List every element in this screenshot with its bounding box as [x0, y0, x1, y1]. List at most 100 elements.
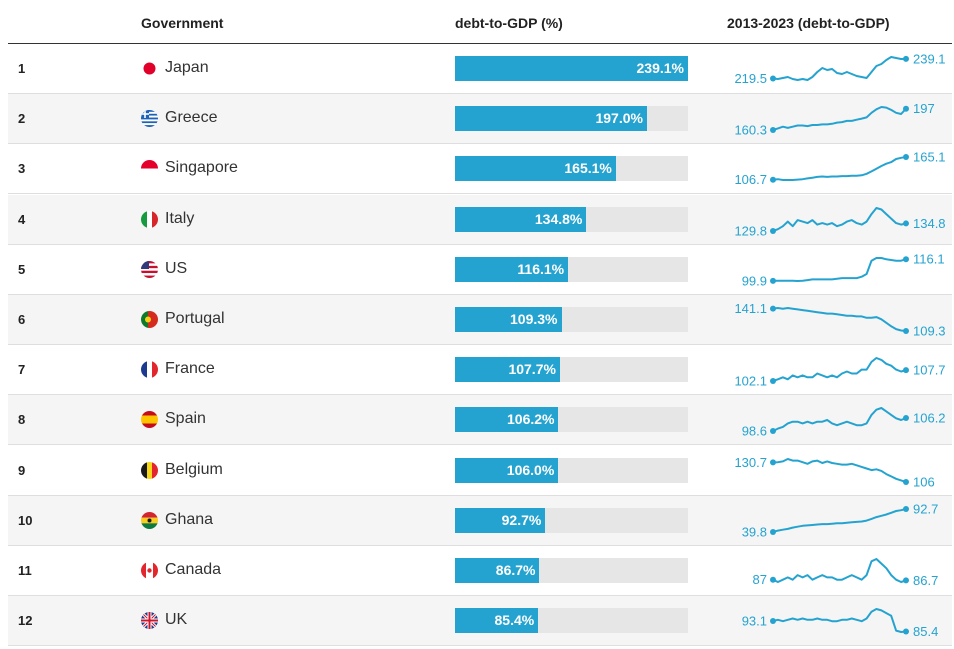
trend-start-dot [770, 127, 776, 134]
trend-end-label: 116.1 [913, 252, 945, 267]
trend-line [772, 507, 907, 533]
value-label: 106.0% [506, 461, 555, 478]
trend-sparkline: 93.1 85.4 [742, 608, 938, 639]
row-rank: 12 [18, 613, 33, 629]
country-name: US [165, 259, 188, 277]
country-name: Belgium [165, 460, 223, 478]
trend-end-label: 106 [913, 474, 935, 489]
table-header: Government debt-to-GDP (%) 2013-2023 (de… [8, 0, 952, 44]
trend-start-label: 129.8 [734, 223, 767, 238]
trend-start-dot [770, 277, 776, 284]
value-label: 239.1% [636, 60, 684, 76]
japan-flag-icon [143, 62, 156, 75]
trend-start-label: 98.6 [742, 424, 767, 439]
canada-flag-icon [141, 562, 158, 579]
trend-line [772, 608, 907, 634]
bar-track: 116.1% [455, 256, 688, 282]
value-label: 109.3% [510, 311, 558, 327]
ghana-flag-icon [141, 511, 158, 529]
trend-start-label: 141.1 [734, 301, 767, 316]
table-row: 1 Japan 239.1% 219.5 239.1 [8, 44, 952, 94]
country-name: Spain [165, 410, 206, 428]
trend-sparkline: 219.5 239.1 [734, 51, 946, 86]
table-row: 12 UK 85.4% 93.1 85.4 [8, 596, 952, 647]
trend-line [772, 407, 907, 433]
value-label: 106.2% [507, 411, 555, 428]
header-debt-to-gdp[interactable]: debt-to-GDP (%) [455, 15, 563, 31]
trend-line [772, 206, 907, 232]
italy-flag-icon [141, 210, 158, 228]
trend-end-dot [903, 154, 909, 161]
table-row: 5 US 116.1% 99.9 116.1 [8, 245, 952, 295]
trend-start-label: 93.1 [742, 614, 767, 629]
trend-start-dot [770, 177, 776, 184]
trend-end-dot [903, 220, 909, 227]
trend-start-dot [770, 459, 776, 466]
trend-sparkline: 98.6 106.2 [742, 407, 946, 439]
country-name: Japan [165, 59, 209, 76]
bar-track: 107.7% [455, 357, 688, 383]
trend-line [772, 56, 907, 81]
value-bar: 134.8% [455, 206, 587, 232]
bar-track: 165.1% [455, 156, 688, 182]
bar-track: 85.4% [455, 608, 688, 634]
table-row: 3 Singapore 165.1% 106.7 165.1 [8, 144, 952, 195]
table-row: 8 Spain 106.2% 98.6 106.2 [8, 395, 952, 446]
header-trend[interactable]: 2013-2023 (debt-to-GDP) [727, 15, 890, 31]
bar-track: 106.0% [455, 457, 688, 483]
trend-end-dot [903, 55, 909, 62]
france-flag-icon [141, 361, 158, 379]
value-bar: 106.0% [455, 457, 559, 483]
row-rank: 5 [18, 261, 26, 277]
bar-track: 86.7% [455, 558, 688, 583]
trend-end-label: 134.8 [913, 216, 946, 231]
trend-sparkline: 87 86.7 [753, 558, 938, 588]
country-name: Ghana [165, 510, 214, 528]
table-row: 6 Portugal 109.3% 141.1 109.3 [8, 295, 952, 345]
trend-end-label: 107.7 [913, 363, 946, 378]
value-bar: 239.1% [455, 56, 688, 81]
table-row: 2 Greece 197.0% 160.3 197 [8, 94, 952, 145]
trend-start-label: 102.1 [734, 374, 767, 389]
value-label: 86.7% [495, 562, 536, 578]
trend-end-dot [903, 505, 909, 512]
table-row: 4 Italy 134.8% 129.8 134.8 [8, 194, 952, 245]
trend-end-label: 86.7 [913, 573, 938, 588]
row-rank: 6 [18, 312, 26, 327]
trend-start-dot [770, 227, 776, 234]
trend-sparkline: 130.7 106 [734, 455, 935, 490]
value-bar: 86.7% [455, 558, 540, 583]
value-label: 197.0% [595, 110, 643, 127]
greece-flag-icon [141, 110, 158, 128]
trend-sparkline: 129.8 134.8 [734, 206, 946, 238]
spain-flag-icon [141, 411, 158, 429]
bar-track: 197.0% [455, 106, 688, 132]
trend-line [772, 558, 907, 583]
value-label: 134.8% [534, 210, 583, 227]
row-rank: 7 [18, 362, 26, 378]
bar-track: 239.1% [455, 56, 688, 81]
value-bar: 116.1% [455, 256, 569, 282]
table-row: 9 Belgium 106.0% 130.7 106 [8, 446, 952, 496]
bar-track: 106.2% [455, 407, 688, 433]
value-label: 107.7% [508, 361, 556, 378]
value-label: 165.1% [564, 160, 612, 177]
trend-end-label: 197 [913, 101, 935, 116]
trend-end-dot [903, 328, 909, 334]
trend-end-label: 109.3 [913, 324, 946, 339]
bar-track: 109.3% [455, 307, 688, 332]
trend-end-label: 239.1 [913, 51, 946, 66]
trend-line [772, 357, 907, 383]
trend-end-dot [903, 577, 909, 584]
trend-end-label: 106.2 [913, 411, 946, 426]
value-bar: 85.4% [455, 608, 539, 634]
us-flag-icon [141, 260, 158, 278]
trend-end-dot [903, 256, 909, 263]
value-bar: 165.1% [455, 156, 616, 182]
trend-start-label: 87 [753, 572, 767, 587]
portugal-flag-icon [141, 311, 158, 328]
value-label: 85.4% [494, 612, 535, 629]
header-government[interactable]: Government [141, 15, 224, 31]
trend-sparkline: 39.8 92.7 [742, 501, 939, 539]
row-rank: 4 [18, 211, 26, 227]
